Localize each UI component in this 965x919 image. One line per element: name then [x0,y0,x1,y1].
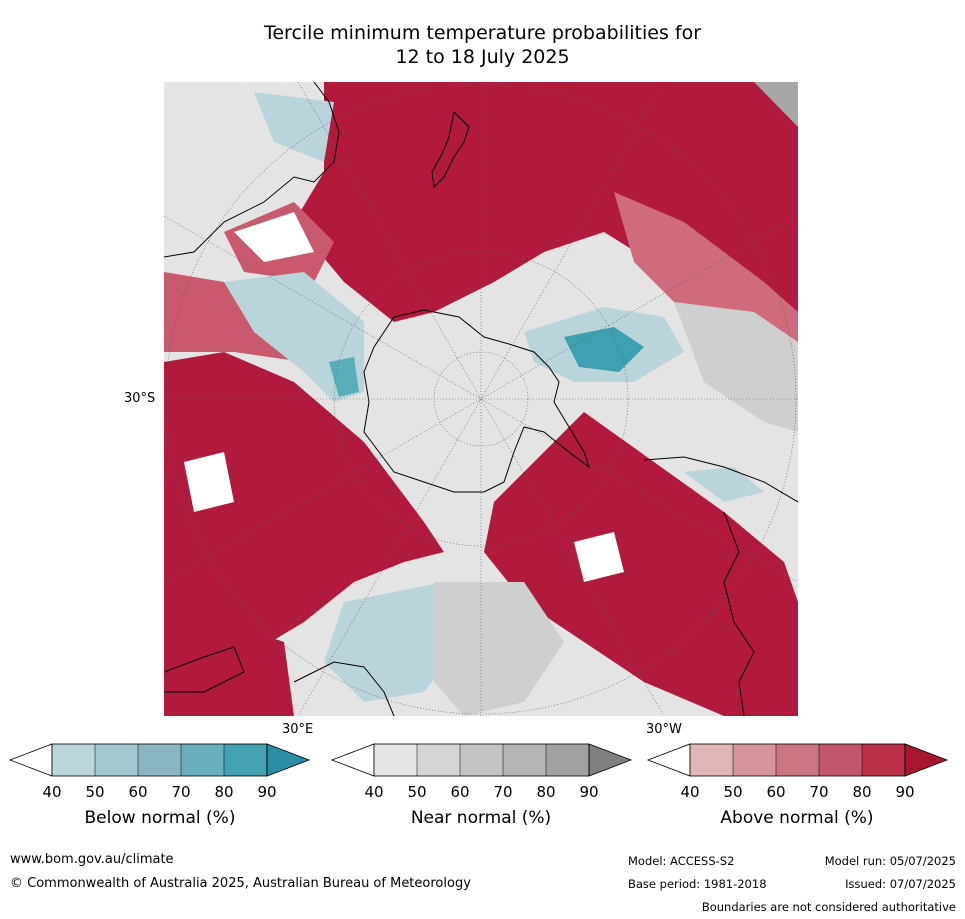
legend-near-seg-3 [460,744,503,776]
footer-model-run: Model run: 05/07/2025 [824,854,956,868]
legend-above-tick: 80 [852,783,872,801]
legend-below-seg-1 [52,744,95,776]
near-region-east [674,302,798,432]
legend-below-seg-5 [224,744,267,776]
below-region-north [254,92,334,162]
legend-above-high-triangle [904,743,949,777]
legend-below-seg-4 [181,744,224,776]
map-title-line1: Tercile minimum temperature probabilitie… [263,22,702,44]
below-region-indian [224,272,364,402]
legend-above-tick: 60 [766,783,786,801]
legend-above-tick: 90 [895,783,915,801]
footer-model: Model: ACCESS-S2 [628,854,735,868]
below-region-indian-strong [329,357,359,397]
legend-above-low-triangle [646,743,691,777]
legend-near-seg-2 [417,744,460,776]
legend-near-seg-1 [374,744,417,776]
legend-near-tick: 70 [493,783,513,801]
above-region-southwest [164,602,294,716]
legend-below-tick: 60 [128,783,148,801]
legend-above-seg-5 [862,744,905,776]
legend-near-tick: 90 [579,783,599,801]
legend-below-high-triangle [266,743,311,777]
legend-near-seg-4 [503,744,546,776]
legend-near-tick: 40 [364,783,384,801]
legend-below-tick: 40 [42,783,62,801]
legend-near-title: Near normal (%) [410,808,552,828]
lon-label-30w: 30°W [646,722,682,737]
above-region-west [164,352,444,682]
map-title-line2: 12 to 18 July 2025 [395,46,570,68]
antarctica-outline [363,309,590,493]
below-region-southamerica [684,467,764,502]
legend-below-tick: 50 [85,783,105,801]
lat-label-30s: 30°S [124,391,156,406]
australia-outline [164,82,340,258]
probability-map [164,82,798,716]
legend-above-tick: 50 [723,783,743,801]
footer-copyright: © Commonwealth of Australia 2025, Austra… [10,876,471,891]
legend-below-tick: 70 [171,783,191,801]
legend-near-high-triangle [588,743,633,777]
legend-near-tick: 60 [450,783,470,801]
legend-below-low-triangle [8,743,53,777]
legend-below-tick: 80 [214,783,234,801]
legend-above-seg-2 [733,744,776,776]
legend-above-tick: 40 [680,783,700,801]
legend-near-tick: 50 [407,783,427,801]
legend-near-low-triangle [330,743,375,777]
legend-above-seg-1 [690,744,733,776]
legend-below-seg-2 [95,744,138,776]
white-patches [184,212,624,582]
legend-above-tick: 70 [809,783,829,801]
legend-below-title: Below normal (%) [84,808,236,828]
legend-below-tick: 90 [257,783,277,801]
legend-below-bar [8,743,311,777]
legend-above-bar [646,743,949,777]
legend-above-seg-4 [819,744,862,776]
near-region-south [434,582,564,716]
below-region-weddell-strong [564,327,644,372]
legend-near-seg-5 [546,744,589,776]
south-america-outline [643,456,798,716]
below-region-atlantic-south [324,582,464,702]
legend-near-bar [330,743,633,777]
legend-below-seg-3 [138,744,181,776]
footer-disclaimer: Boundaries are not considered authoritat… [701,900,956,914]
lon-label-30e: 30°E [282,722,314,737]
graticule [164,82,798,716]
above-region-southeast [484,412,798,716]
legend-above-seg-3 [776,744,819,776]
footer-base-period: Base period: 1981-2018 [628,877,767,891]
new-zealand-outline [431,110,470,189]
legend-near-tick: 80 [536,783,556,801]
legend-above-title: Above normal (%) [720,808,874,828]
footer-issued: Issued: 07/07/2025 [845,877,956,891]
footer-website-link[interactable]: www.bom.gov.au/climate [10,852,174,867]
missing-data-corner [754,82,798,127]
africa-outline [164,646,395,716]
